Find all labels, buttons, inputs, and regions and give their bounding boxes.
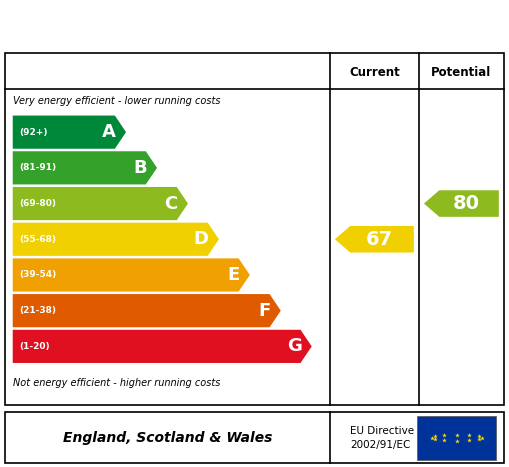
Text: (39-54): (39-54) [19,270,56,279]
Text: D: D [194,230,209,248]
Text: (55-68): (55-68) [19,235,56,244]
Text: (1-20): (1-20) [19,342,49,351]
Text: E: E [228,266,240,284]
Bar [417,416,496,460]
Text: (21-38): (21-38) [19,306,56,315]
Text: 67: 67 [365,230,392,249]
Polygon shape [335,226,414,253]
Text: C: C [164,195,178,212]
Polygon shape [13,330,312,363]
Text: Potential: Potential [431,66,492,79]
Text: B: B [133,159,147,177]
Text: Not energy efficient - higher running costs: Not energy efficient - higher running co… [13,378,220,389]
Polygon shape [13,151,157,184]
Text: F: F [259,302,271,320]
Polygon shape [13,294,281,327]
Text: England, Scotland & Wales: England, Scotland & Wales [63,431,272,445]
Polygon shape [13,223,219,256]
Text: EU Directive
2002/91/EC: EU Directive 2002/91/EC [350,426,414,450]
Text: (69-80): (69-80) [19,199,56,208]
Polygon shape [424,190,499,217]
Text: Energy Efficiency Rating: Energy Efficiency Rating [82,13,427,36]
Polygon shape [13,187,188,220]
Polygon shape [13,258,250,291]
Text: 80: 80 [453,194,479,213]
Polygon shape [13,115,126,149]
Text: Current: Current [349,66,400,79]
Bar [5,412,504,463]
Text: G: G [287,337,301,355]
Text: Very energy efficient - lower running costs: Very energy efficient - lower running co… [13,96,220,106]
Text: A: A [102,123,116,141]
Text: (92+): (92+) [19,127,47,137]
Text: (81-91): (81-91) [19,163,56,172]
